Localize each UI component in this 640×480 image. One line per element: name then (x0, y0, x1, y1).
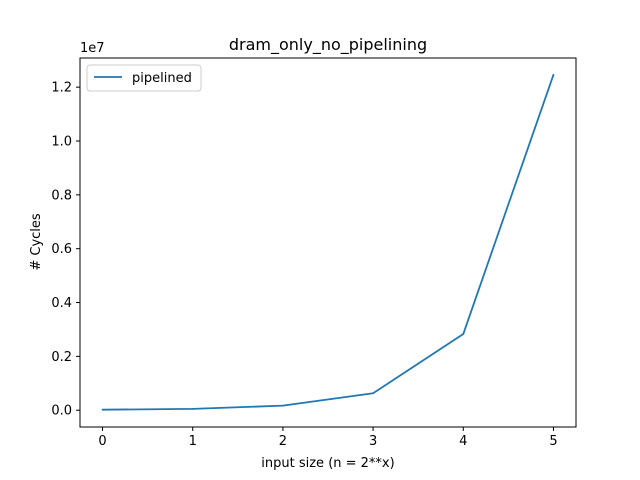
x-tick-label: 1 (189, 434, 197, 449)
x-tick-label: 5 (549, 434, 557, 449)
data-point-pipelined-0 (101, 408, 104, 411)
data-point-pipelined-1 (191, 407, 194, 410)
x-tick-label: 0 (98, 434, 106, 449)
y-tick-label: 1.2 (51, 81, 72, 96)
chart-title: dram_only_no_pipelining (229, 35, 427, 55)
legend-label-pipelined: pipelined (132, 71, 192, 86)
series-line-pipelined (102, 74, 555, 411)
legend-box (86, 64, 202, 92)
y-tick-label: 0.2 (51, 350, 72, 365)
plot-layer (101, 73, 555, 411)
y-tick-label: 0.8 (51, 188, 72, 203)
y-axis-offset-text: 1e7 (80, 41, 105, 56)
y-tick-label: 1.0 (51, 135, 72, 150)
ticks-layer: 0 1 2 3 4 5 0.0 0.2 0.4 0.6 0.8 1.0 1.2 (51, 81, 557, 449)
y-axis-label: # Cycles (29, 213, 44, 271)
y-tick-label: 0.0 (51, 404, 72, 419)
data-point-pipelined-5 (552, 73, 555, 76)
y-tick-label: 0.4 (51, 296, 72, 311)
x-tick-label: 2 (279, 434, 287, 449)
x-tick-label: 4 (459, 434, 467, 449)
data-point-pipelined-2 (282, 404, 284, 407)
x-tick-label: 3 (369, 434, 377, 449)
data-point-pipelined-4 (462, 333, 465, 335)
axes-frame (79, 57, 577, 428)
data-point-pipelined-3 (372, 392, 374, 395)
y-tick-label: 0.6 (51, 242, 72, 257)
legend: pipelined (86, 64, 202, 92)
x-axis-label: input size (n = 2**x) (261, 456, 394, 471)
